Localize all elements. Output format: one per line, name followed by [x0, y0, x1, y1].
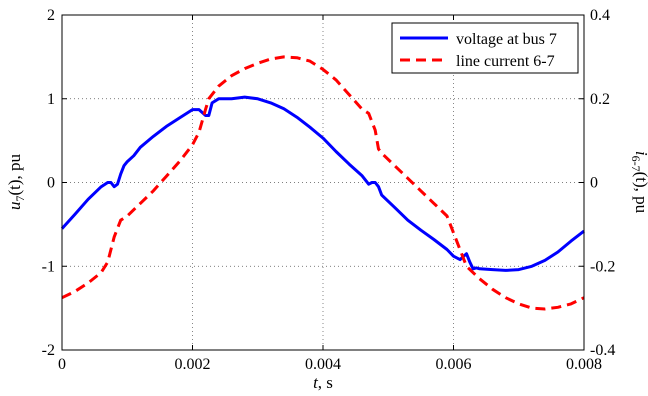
y-left-label-rest: (t), pu [5, 153, 24, 195]
y-right-label-rest: (t), pu [632, 172, 648, 214]
x-tick-label: 0.008 [566, 356, 602, 373]
x-tick-label: 0.002 [175, 356, 211, 373]
legend-label-current: line current 6-7 [456, 53, 555, 70]
y-right-tick-label: 0 [590, 175, 598, 192]
y-left-tick-label: -2 [42, 342, 55, 359]
grid-lines [62, 15, 584, 350]
x-axis-label-var: t [313, 373, 319, 392]
y-left-label-sub: 7 [13, 196, 27, 202]
x-tick-label: 0 [58, 356, 66, 373]
x-tick-label: 0.006 [436, 356, 472, 373]
legend: voltage at bus 7 line current 6-7 [391, 22, 579, 74]
x-axis-label-unit: , s [318, 373, 333, 392]
y-left-label-var: u [5, 202, 24, 211]
legend-label-voltage: voltage at bus 7 [456, 31, 557, 48]
y-right-label-var: i [632, 151, 648, 156]
y-left-axis-label: u7(t), pu [5, 153, 27, 210]
x-axis-label: t, s [313, 373, 333, 392]
y-right-tick-label: 0.4 [590, 7, 610, 24]
y-right-label-sub: 6-7 [629, 156, 643, 172]
y-right-tick-label: -0.4 [590, 342, 615, 359]
y-right-tick-label: 0.2 [590, 91, 610, 108]
y-right-tick-label: -0.2 [590, 258, 615, 275]
axis-ticks: 0 0.002 0.004 0.006 0.008 -2 -1 0 1 2 -0.4 -0.2 0 0.2… [42, 7, 616, 373]
y-left-tick-label: 1 [47, 91, 55, 108]
x-tick-label: 0.004 [305, 356, 341, 373]
y-left-tick-label: 0 [47, 175, 55, 192]
y-right-axis-label: i6-7(t), pu [629, 151, 648, 214]
y-left-tick-label: -1 [42, 258, 55, 275]
series-line-current [61, 55, 585, 311]
series-line-voltage [60, 95, 585, 272]
y-left-tick-label: 2 [47, 7, 55, 24]
series-layer [60, 55, 585, 311]
legend-box [391, 22, 579, 74]
